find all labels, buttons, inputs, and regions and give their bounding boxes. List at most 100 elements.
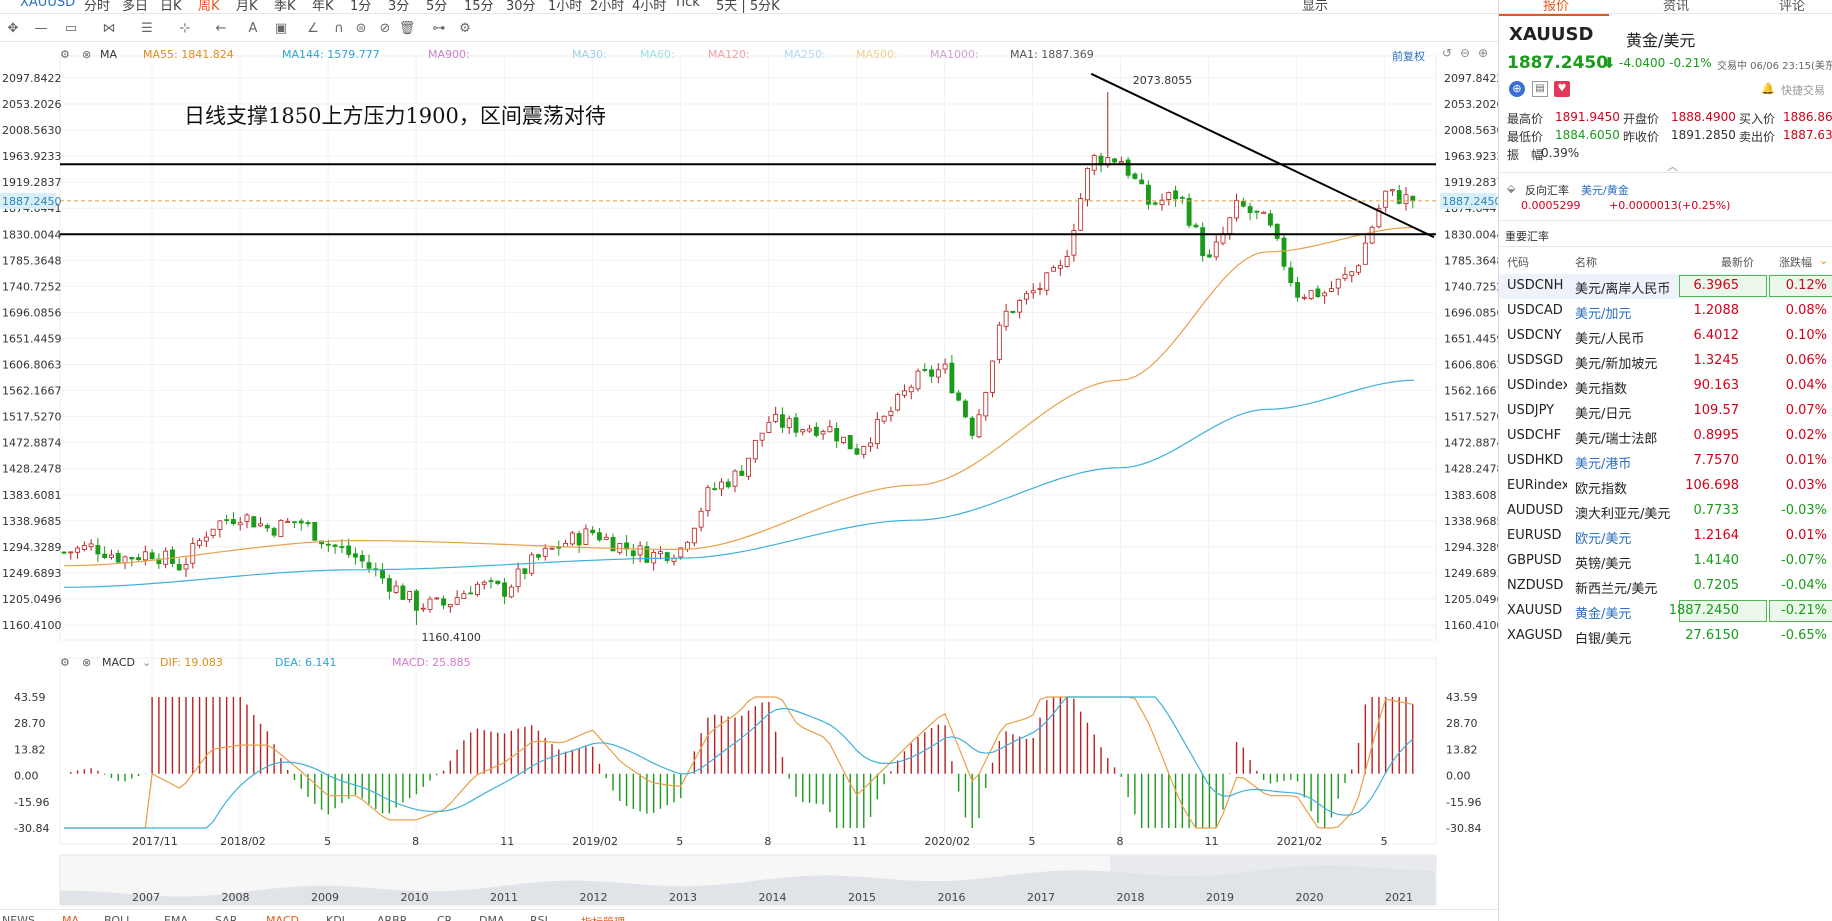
hide-icon[interactable]: ⊘ (379, 21, 391, 36)
sort-icon[interactable]: ⌄ (1819, 254, 1829, 267)
indicator-tab-10[interactable]: RSI (530, 914, 548, 921)
col-name[interactable]: 名称 (1575, 256, 1597, 269)
period-10[interactable]: 15分 (464, 0, 494, 14)
link-icon[interactable]: ⊶ (432, 21, 446, 36)
symbol-selector[interactable]: XAUUSD (20, 0, 76, 10)
candle-body (1037, 288, 1043, 290)
adjust-button[interactable]: 前复权 (1392, 50, 1425, 63)
macd-indicator-type[interactable]: MACD (102, 656, 135, 669)
settings-icon[interactable]: ⚙ (459, 21, 471, 36)
magnet-icon[interactable]: ∩ (334, 21, 344, 36)
indicator-tab-5[interactable]: MACD (266, 914, 299, 921)
period-16[interactable]: 5天 | 5分K (716, 0, 780, 14)
period-14[interactable]: 4小时 (632, 0, 667, 14)
rate-row[interactable]: USDHKD 美元/港币 7.7570 0.01% (1499, 449, 1832, 474)
rate-row[interactable]: GBPUSD 英镑/美元 1.4140 -0.07% (1499, 549, 1832, 574)
fib-tool-icon[interactable]: ⋈ (102, 21, 116, 36)
main-settings-icon[interactable]: ⚙ (60, 48, 70, 61)
minimize-icon[interactable]: ⊖ (1460, 46, 1471, 60)
macd-settings-icon[interactable]: ⚙ (60, 656, 70, 669)
period-5[interactable]: 季K (274, 0, 296, 14)
period-1[interactable]: 多日 (122, 0, 149, 14)
rate-row[interactable]: XAUUSD 黄金/美元 1887.2450 -0.21% (1499, 599, 1832, 624)
chart-canvas[interactable]: 2097.8422 2097.8422 2053.2026 2053.2026 2008… (0, 0, 1498, 909)
main-indicator-type[interactable]: MA (100, 48, 118, 61)
measure-tool-icon[interactable]: ⊹ (179, 21, 191, 36)
candle-body (115, 552, 121, 563)
indicator-tab-0[interactable]: NEWS (2, 914, 36, 921)
ma60-legend: MA60: (640, 48, 675, 61)
indicator-tab-9[interactable]: DMA (479, 914, 505, 921)
period-4[interactable]: 月K (236, 0, 258, 14)
chevron-down-icon[interactable]: ⌄ (142, 656, 152, 669)
rate-row[interactable]: USDCHF 美元/瑞士法郎 0.8995 0.02% (1499, 424, 1832, 449)
indicator-tab-8[interactable]: CR (437, 914, 453, 921)
bell-icon[interactable]: 🔔 (1761, 82, 1775, 95)
rate-row[interactable]: USDJPY 美元/日元 109.57 0.07% (1499, 399, 1832, 424)
indicator-tab-11[interactable]: 指标管理 (581, 914, 625, 921)
macd-close-icon[interactable]: ⊗ (82, 656, 92, 669)
tab-quote[interactable]: 报价 (1543, 0, 1570, 14)
display-menu[interactable]: 显示 (1302, 0, 1329, 14)
period-3[interactable]: 周K (198, 0, 220, 14)
period-8[interactable]: 3分 (388, 0, 410, 14)
period-6[interactable]: 年K (312, 0, 334, 14)
arrow-tool-icon[interactable]: ← (215, 21, 227, 36)
rate-row[interactable]: USDCNH 美元/离岸人民币 6.3965 0.12% (1499, 274, 1832, 299)
indicator-tab-7[interactable]: ARBR (377, 914, 408, 921)
reverse-pair-link[interactable]: 美元/黄金 (1581, 184, 1629, 197)
rate-row[interactable]: XAGUSD 白银/美元 27.6150 -0.65% (1499, 624, 1832, 649)
undo-icon[interactable]: ↺ (1442, 46, 1453, 60)
indicator-tab-2[interactable]: BOLL (104, 914, 133, 921)
period-13[interactable]: 2小时 (590, 0, 625, 14)
indicator-tab-3[interactable]: EMA (164, 914, 188, 921)
col-code[interactable]: 代码 (1507, 256, 1529, 269)
collapse-icon[interactable]: ︿ (1667, 160, 1678, 173)
rate-row[interactable]: USDCAD 美元/加元 1.2088 0.08% (1499, 299, 1832, 324)
rate-price: 0.7733 (1693, 503, 1740, 518)
rate-row[interactable]: EURUSD 欧元/美元 1.2164 0.01% (1499, 524, 1832, 549)
lock-icon[interactable]: ⊜ (355, 21, 367, 36)
indicator-tab-4[interactable]: SAR (215, 914, 238, 921)
symbol-code: XAUUSD (1509, 24, 1594, 45)
quick-trade-button[interactable]: 快捷交易 (1781, 84, 1825, 97)
rect-tool-icon[interactable]: ▭ (64, 21, 78, 36)
rate-row[interactable]: NZDUSD 新西兰元/美元 0.7205 -0.04% (1499, 574, 1832, 599)
crosshair-icon[interactable]: ✥ (7, 21, 19, 36)
candle-body (61, 551, 67, 554)
candle-body (454, 597, 460, 605)
favorite-icon[interactable]: ♥ (1554, 81, 1570, 97)
period-12[interactable]: 1小时 (548, 0, 583, 14)
tab-news[interactable]: 资讯 (1663, 0, 1690, 14)
doc-icon[interactable]: ▤ (1532, 81, 1548, 97)
indicator-tab-1[interactable]: MA (62, 914, 80, 921)
globe-icon[interactable]: ⊕ (1509, 81, 1525, 97)
indicator-tab-6[interactable]: KDJ (326, 914, 345, 921)
ruler-icon[interactable]: ∠ (307, 21, 319, 36)
text-tool-icon[interactable]: A (248, 21, 258, 36)
col-change[interactable]: 涨跌幅 (1779, 256, 1812, 269)
comment-tool-icon[interactable]: ▣ (274, 21, 288, 36)
period-2[interactable]: 日K (160, 0, 182, 14)
period-9[interactable]: 5分 (426, 0, 448, 14)
candle-body (1362, 242, 1368, 265)
channel-tool-icon[interactable]: ☰ (141, 21, 153, 36)
period-0[interactable]: 分时 (84, 0, 111, 14)
ma900-legend: MA900: (428, 48, 470, 61)
main-close-icon[interactable]: ⊗ (82, 48, 92, 61)
rate-row[interactable]: USDCNY 美元/人民币 6.4012 0.10% (1499, 324, 1832, 349)
macd-axis-label: 43.59 (14, 691, 46, 704)
col-price[interactable]: 最新价 (1721, 256, 1754, 269)
tab-comments[interactable]: 评论 (1779, 0, 1806, 14)
maximize-icon[interactable]: ⊕ (1478, 46, 1489, 60)
rate-row[interactable]: EURindex 欧元指数 106.698 0.03% (1499, 474, 1832, 499)
rate-row[interactable]: USDSGD 美元/新加坡元 1.3245 0.06% (1499, 349, 1832, 374)
delete-icon[interactable]: 🗑 (398, 21, 416, 36)
rate-row[interactable]: USDindex 美元指数 90.163 0.04% (1499, 374, 1832, 399)
price-axis-label-right: 1830.0044 (1444, 228, 1498, 241)
period-7[interactable]: 1分 (350, 0, 372, 14)
period-15[interactable]: Tick (674, 0, 700, 10)
period-11[interactable]: 30分 (506, 0, 536, 14)
line-tool-icon[interactable]: — (34, 21, 48, 36)
rate-row[interactable]: AUDUSD 澳大利亚元/美元 0.7733 -0.03% (1499, 499, 1832, 524)
